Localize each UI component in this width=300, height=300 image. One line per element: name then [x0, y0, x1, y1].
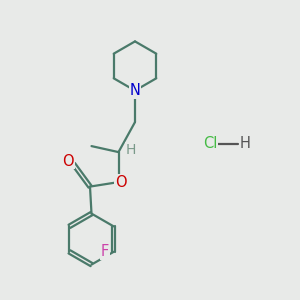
Text: H: H: [126, 143, 136, 157]
Text: O: O: [115, 175, 127, 190]
Text: H: H: [240, 136, 251, 152]
Text: F: F: [101, 244, 109, 259]
Text: O: O: [62, 154, 74, 169]
Text: N: N: [130, 83, 140, 98]
Text: Cl: Cl: [203, 136, 217, 152]
